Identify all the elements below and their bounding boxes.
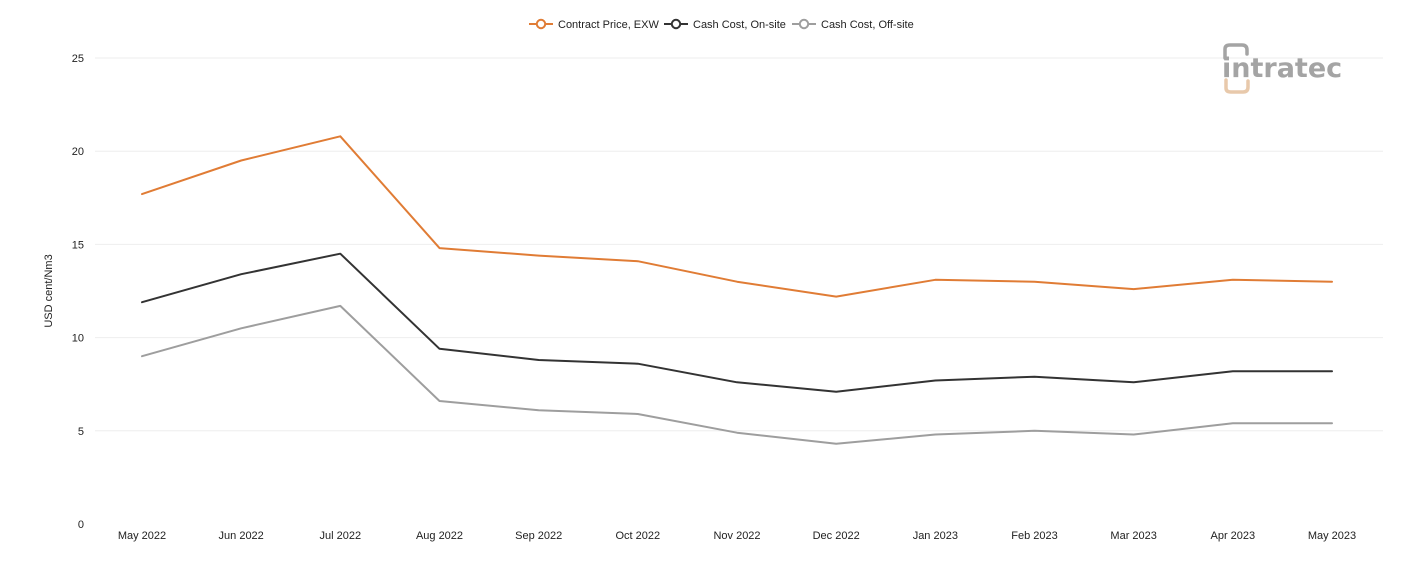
series-lines [141, 135, 1333, 445]
legend-item: Cash Cost, On-site [664, 18, 786, 31]
x-tick-label: Aug 2022 [416, 530, 463, 542]
grid-lines [95, 57, 1383, 432]
series-line-2 [141, 252, 1333, 393]
y-tick-label: 0 [78, 519, 84, 531]
legend-item: Cash Cost, Off-site [792, 18, 914, 31]
y-axis-title: USD cent/Nm3 [43, 254, 55, 327]
x-tick-label: May 2023 [1308, 530, 1356, 542]
y-tick-label: 25 [72, 53, 84, 65]
logo-wordmark: intratec [1222, 53, 1342, 84]
series-line-1 [141, 135, 1333, 298]
legend-swatch-marker [535, 18, 547, 30]
legend-label: Cash Cost, Off-site [821, 19, 914, 31]
x-tick-label: Jan 2023 [913, 530, 958, 542]
legend-swatch-marker [670, 18, 682, 30]
y-axis-ticks: 0 5 10 15 20 25 [72, 53, 84, 531]
x-tick-label: Nov 2022 [713, 530, 760, 542]
logo-emblem-arc [1223, 43, 1249, 60]
legend-swatch-marker [798, 18, 810, 30]
x-tick-label: Jun 2022 [219, 530, 264, 542]
legend: Contract Price, EXW Cash Cost, On-site Cas… [529, 18, 914, 31]
y-tick-label: 15 [72, 239, 84, 251]
x-tick-label: Feb 2023 [1011, 530, 1057, 542]
y-tick-label: 5 [78, 426, 84, 438]
x-tick-label: Sep 2022 [515, 530, 562, 542]
legend-item: Contract Price, EXW [529, 18, 659, 31]
legend-label: Contract Price, EXW [558, 19, 659, 31]
x-axis-ticks: May 2022 Jun 2022 Jul 2022 Aug 2022 Sep 2022… [118, 530, 1356, 542]
y-tick-label: 20 [72, 146, 84, 158]
logo-emblem-hook [1224, 78, 1250, 94]
x-tick-label: Apr 2023 [1211, 530, 1256, 542]
x-tick-label: Mar 2023 [1110, 530, 1156, 542]
x-tick-label: Oct 2022 [616, 530, 661, 542]
legend-label: Cash Cost, On-site [693, 19, 786, 31]
x-tick-label: May 2022 [118, 530, 166, 542]
x-tick-label: Dec 2022 [813, 530, 860, 542]
x-tick-label: Jul 2022 [320, 530, 362, 542]
intratec-logo: intratec [1222, 43, 1342, 94]
series-line-3 [141, 304, 1333, 445]
y-tick-label: 10 [72, 333, 84, 345]
